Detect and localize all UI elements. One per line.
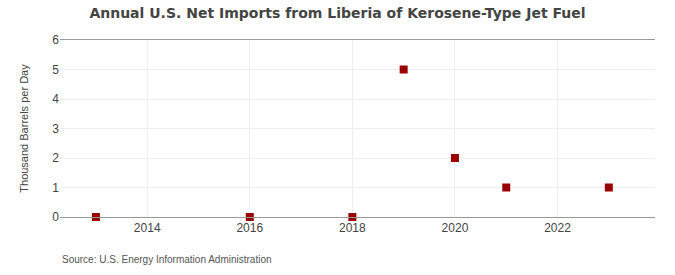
svg-text:2016: 2016 <box>236 221 263 235</box>
svg-text:2018: 2018 <box>339 221 366 235</box>
svg-text:2: 2 <box>52 151 59 165</box>
svg-text:Thousand Barrels per Day: Thousand Barrels per Day <box>18 64 30 193</box>
svg-text:2022: 2022 <box>544 221 571 235</box>
svg-text:Source: U.S. Energy Informatio: Source: U.S. Energy Information Administ… <box>62 254 272 265</box>
svg-text:1: 1 <box>52 181 59 195</box>
svg-text:6: 6 <box>52 33 59 47</box>
svg-text:0: 0 <box>52 210 59 224</box>
svg-text:2020: 2020 <box>442 221 469 235</box>
svg-text:3: 3 <box>52 122 59 136</box>
svg-text:4: 4 <box>52 92 59 106</box>
svg-text:Annual U.S. Net Imports from L: Annual U.S. Net Imports from Liberia of … <box>89 5 585 21</box>
svg-text:5: 5 <box>52 63 59 77</box>
svg-text:2014: 2014 <box>134 221 161 235</box>
